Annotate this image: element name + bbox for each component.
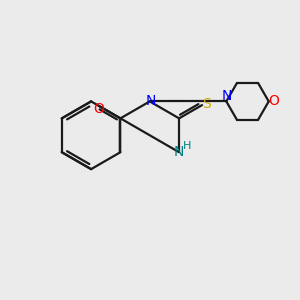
Text: O: O [93,102,104,116]
Text: H: H [183,141,191,151]
Text: N: N [222,89,232,103]
Text: S: S [202,97,211,111]
Text: N: N [145,94,155,108]
Text: O: O [268,94,280,108]
Text: N: N [174,145,184,159]
